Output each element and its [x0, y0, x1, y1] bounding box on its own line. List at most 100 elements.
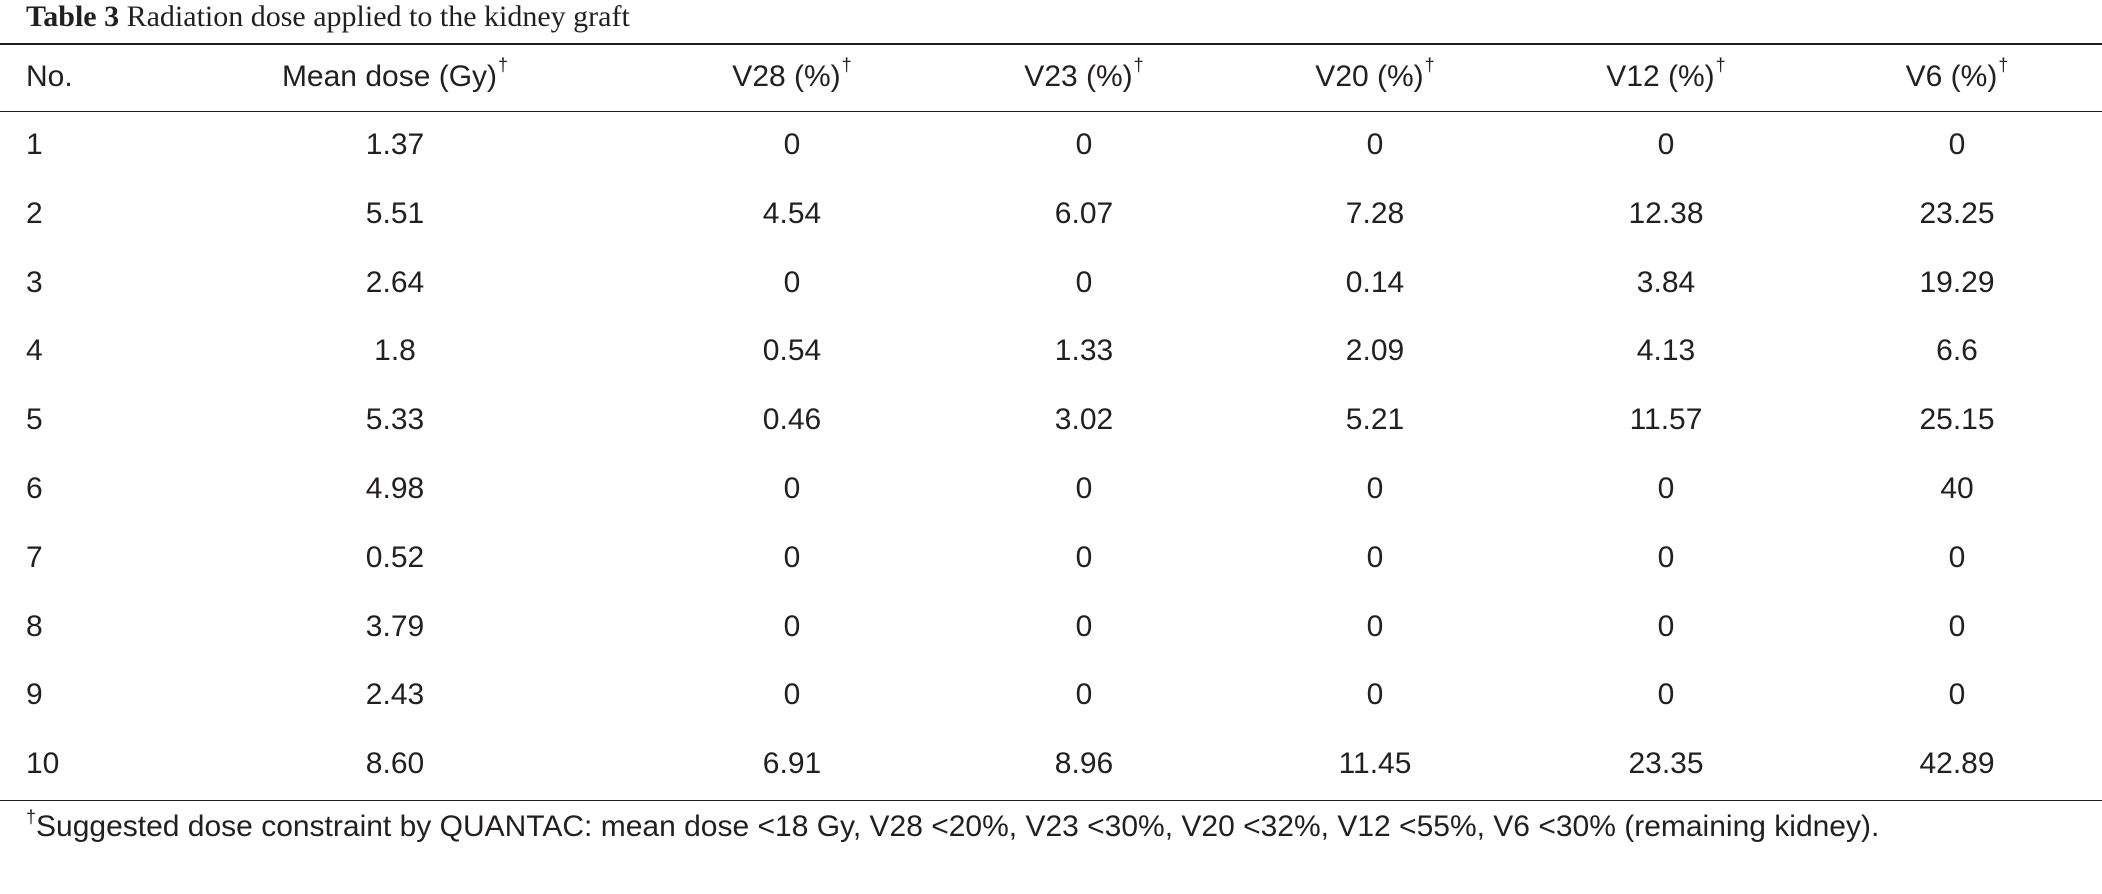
table-cell: 8	[26, 609, 43, 643]
header-rule	[0, 111, 2102, 112]
table-cell: 4	[26, 334, 43, 368]
table-cell: 0	[1657, 472, 1675, 505]
table-cell: 6.91	[762, 747, 822, 781]
table-cell: 3.02	[1054, 403, 1114, 437]
table-cell: 0	[1948, 540, 1966, 574]
table-cell: 19.29	[1919, 265, 1995, 299]
table-cell: 0	[1075, 609, 1093, 643]
table-cell: 7.28	[1345, 196, 1405, 230]
column-header: V12 (%)†	[1606, 43, 1725, 111]
table-cell: 5.21	[1345, 403, 1405, 437]
footnote-mark: †	[1715, 55, 1726, 75]
column-header-label: Mean dose (Gy)	[281, 60, 498, 93]
table-cell: 5.51	[365, 196, 425, 230]
table-cell: 25.15	[1919, 403, 1995, 437]
table-cell: 0	[783, 472, 801, 505]
column-header-label: V28 (%)	[732, 60, 841, 93]
footnote-mark: †	[498, 55, 509, 75]
table-cell: 3	[26, 265, 43, 299]
table-row: 9 2.43 0 0 0 0 0	[0, 661, 2102, 729]
table-cell: 1.37	[365, 128, 425, 161]
table-cell: 5.33	[365, 403, 425, 437]
footnote-mark: †	[1424, 55, 1435, 75]
column-header: No.	[26, 43, 73, 111]
table-cell: 2	[26, 196, 43, 230]
footnote-mark: †	[1998, 55, 2009, 75]
table-row: 5 5.33 0.46 3.02 5.21 11.57 25.15	[0, 386, 2102, 454]
table-cell: 0.14	[1345, 265, 1405, 299]
table-cell: 0	[1366, 128, 1384, 161]
table-cell: 11.57	[1629, 403, 1703, 437]
table-cell: 8.60	[365, 747, 425, 781]
table-cell: 1	[26, 128, 43, 161]
table-cell: 0	[1948, 609, 1966, 643]
table-cell: 42.89	[1919, 747, 1995, 781]
table-row: 7 0.52 0 0 0 0 0	[0, 524, 2102, 592]
table-cell: 23.25	[1919, 196, 1995, 230]
bottom-rule	[0, 800, 2102, 801]
table-cell: 4.98	[365, 472, 425, 505]
table-cell: 0	[1075, 678, 1093, 712]
footnote-mark: †	[26, 807, 37, 827]
column-header: V20 (%)†	[1315, 43, 1434, 111]
table-cell: 0	[783, 609, 801, 643]
column-header-label: No.	[26, 60, 73, 93]
table-cell: 4.54	[762, 196, 822, 230]
table-cell: 8.96	[1054, 747, 1114, 781]
table-cell: 0	[1948, 678, 1966, 712]
table-cell: 12.38	[1628, 196, 1704, 230]
table-row: 3 2.64 0 0 0.14 3.84 19.29	[0, 249, 2102, 317]
table-row: 1 1.37 0 0 0 0 0	[0, 111, 2102, 179]
table-cell: 6.07	[1054, 196, 1114, 230]
table-cell: 0	[1657, 609, 1675, 643]
table-cell: 40	[1940, 472, 1974, 505]
table-footnote: †Suggested dose constraint by QUANTAC: m…	[26, 807, 2088, 847]
table-cell: 23.35	[1628, 747, 1704, 781]
table-cell: 2.43	[365, 678, 425, 712]
table-cell: 0	[1075, 472, 1093, 505]
column-header: Mean dose (Gy)†	[282, 43, 508, 111]
table-cell: 6.6	[1936, 334, 1978, 368]
table-cell: 1.8	[374, 334, 416, 368]
footnote-text: Suggested dose constraint by QUANTAC: me…	[36, 810, 1880, 843]
table-cell: 0	[783, 540, 801, 574]
column-header: V23 (%)†	[1024, 43, 1143, 111]
table-cell: 0.54	[762, 334, 822, 368]
table-cell: 10	[26, 747, 60, 781]
table-header: No. Mean dose (Gy)† V28 (%)† V23 (%)† V20 (%…	[0, 43, 2102, 111]
table-cell: 0	[1075, 128, 1093, 161]
table-cell: 0	[1075, 265, 1093, 299]
table-row: 4 1.8 0.54 1.33 2.09 4.13 6.6	[0, 317, 2102, 385]
column-header: V6 (%)†	[1906, 43, 2009, 111]
table-cell: 6	[26, 472, 43, 505]
table-cell: 0	[783, 128, 801, 161]
table-cell: 3.84	[1636, 265, 1696, 299]
table-cell: 0	[1657, 678, 1675, 712]
table-cell: 11.45	[1338, 747, 1412, 781]
table-cell: 0	[783, 678, 801, 712]
table-cell: 1.33	[1054, 334, 1114, 368]
table-cell: 0	[1366, 472, 1384, 505]
table-cell: 0	[1657, 540, 1675, 574]
table-row: 10 8.60 6.91 8.96 11.45 23.35 42.89	[0, 730, 2102, 798]
table-cell: 0	[783, 265, 801, 299]
table-row: 8 3.79 0 0 0 0 0	[0, 593, 2102, 661]
column-header-label: V23 (%)	[1024, 60, 1133, 93]
column-header-label: V6 (%)	[1905, 60, 1998, 93]
table-row: 2 5.51 4.54 6.07 7.28 12.38 23.25	[0, 180, 2102, 248]
column-header-label: V12 (%)	[1606, 60, 1715, 93]
table-cell: 0	[1657, 128, 1675, 161]
footnote-mark: †	[841, 55, 852, 75]
table-cell: 2.09	[1345, 334, 1405, 368]
table-title: Radiation dose applied to the kidney gra…	[126, 0, 630, 33]
table-cell: 9	[26, 678, 43, 712]
column-header: V28 (%)†	[732, 43, 851, 111]
table-cell: 0.46	[762, 403, 822, 437]
top-rule	[0, 43, 2102, 45]
table-cell: 2.64	[365, 265, 425, 299]
table-caption: Table 3 Radiation dose applied to the ki…	[26, 0, 630, 34]
table-cell: 7	[26, 540, 43, 574]
table-cell: 0	[1366, 609, 1384, 643]
table-cell: 4.13	[1636, 334, 1696, 368]
table-cell: 0	[1366, 540, 1384, 574]
